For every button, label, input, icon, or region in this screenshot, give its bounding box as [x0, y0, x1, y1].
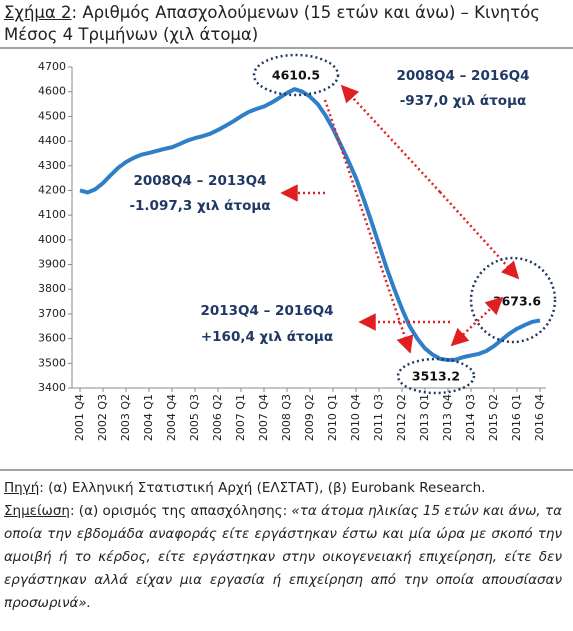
y-tick-label: 3900 — [38, 258, 66, 271]
arrows — [280, 84, 520, 354]
y-tick-label: 4300 — [38, 159, 66, 172]
highlight-ellipse — [396, 357, 476, 395]
annotation-change: -937,0 χιλ άτομα — [400, 93, 527, 109]
x-tick-label: 2001 Q4 — [73, 394, 86, 441]
figure-label: Σχήμα 2 — [4, 3, 72, 22]
note: Σημείωση: (α) ορισμός της απασχόλησης: «… — [4, 500, 562, 615]
x-tick-label: 2016 Q4 — [533, 394, 546, 441]
data-label: 4610.5 — [272, 68, 320, 83]
y-tick-label: 4000 — [38, 233, 66, 246]
x-tick-label: 2011 Q3 — [372, 394, 385, 441]
highlight-ellipse — [252, 53, 340, 97]
annotation-change: -1.097,3 χιλ άτομα — [129, 198, 270, 214]
x-tick-label: 2010 Q4 — [349, 394, 362, 441]
annotation-period: 2008Q4 – 2013Q4 — [133, 173, 266, 189]
y-tick-label: 4600 — [38, 85, 66, 98]
arrow — [340, 84, 441, 193]
x-tick-label: 2004 Q1 — [142, 394, 155, 441]
annotation-change: +160,4 χιλ άτομα — [201, 329, 333, 345]
y-tick-label: 4400 — [38, 134, 66, 147]
arrow — [323, 99, 414, 354]
x-tick-label: 2014 Q3 — [464, 394, 477, 441]
x-tick-label: 2004 Q4 — [165, 394, 178, 441]
x-tick-label: 2016 Q1 — [510, 394, 523, 441]
footnotes: Πηγή: (α) Ελληνική Στατιστική Αρχή (ΕΛΣΤ… — [4, 477, 562, 615]
x-tick-label: 2012 Q2 — [395, 394, 408, 441]
x-tick-label: 2010 Q1 — [326, 394, 339, 441]
y-tick-label: 3400 — [38, 381, 66, 394]
plot: 3400 3500 3600 3700 3800 3900 4000 4100 4200 4300… — [38, 60, 546, 441]
annotation-period: 2013Q4 – 2016Q4 — [200, 303, 333, 319]
y-tick-label: 3500 — [38, 356, 66, 369]
y-tick-label: 3700 — [38, 307, 66, 320]
x-tick-label: 2008 Q3 — [280, 394, 293, 441]
note-label: Σημείωση — [4, 503, 70, 519]
x-tick-label: 2006 Q2 — [211, 394, 224, 441]
note-quote: «τα άτομα ηλικίας 15 ετών και άνω, τα οπ… — [4, 503, 562, 611]
y-tick-label: 3800 — [38, 282, 66, 295]
data-label: 3513.2 — [412, 369, 460, 384]
source: Πηγή: (α) Ελληνική Στατιστική Αρχή (ΕΛΣΤ… — [4, 477, 562, 500]
annotation-period: 2008Q4 – 2016Q4 — [396, 68, 529, 84]
chart-title: Σχήμα 2: Αριθμός Απασχολούμενων (15 ετών… — [4, 2, 564, 46]
x-tick-label: 2007 Q1 — [234, 394, 247, 441]
x-tick-label: 2003 Q2 — [119, 394, 132, 441]
x-tick-label: 2009 Q2 — [303, 394, 316, 441]
x-tick-label: 2005 Q3 — [188, 394, 201, 441]
arrow — [450, 296, 504, 347]
source-text: : (α) Ελληνική Στατιστική Αρχή (ΕΛΣΤΑΤ),… — [39, 480, 486, 496]
title-text: : Αριθμός Απασχολούμενων (15 ετών και άν… — [4, 3, 540, 44]
highlights — [252, 53, 557, 395]
y-tick-label: 4700 — [38, 60, 66, 73]
source-label: Πηγή — [4, 480, 40, 496]
y-tick-label: 4500 — [38, 109, 66, 122]
data-line — [79, 87, 541, 363]
x-tick-label: 2015 Q2 — [487, 394, 500, 441]
note-intro: : (α) ορισμός της απασχόλησης: — [69, 503, 292, 519]
y-tick-label: 4100 — [38, 208, 66, 221]
y-tick-label: 4200 — [38, 183, 66, 196]
x-tick-label: 2002 Q3 — [96, 394, 109, 441]
y-tick-label: 3600 — [38, 332, 66, 345]
data-label: 3673.6 — [493, 294, 542, 309]
x-tick-label: 2007 Q4 — [257, 394, 270, 441]
x-tick-label: 2013 Q4 — [441, 394, 454, 441]
highlight-circle — [469, 256, 557, 344]
x-tick-label: 2013 Q1 — [418, 394, 431, 441]
arrow — [439, 191, 520, 280]
